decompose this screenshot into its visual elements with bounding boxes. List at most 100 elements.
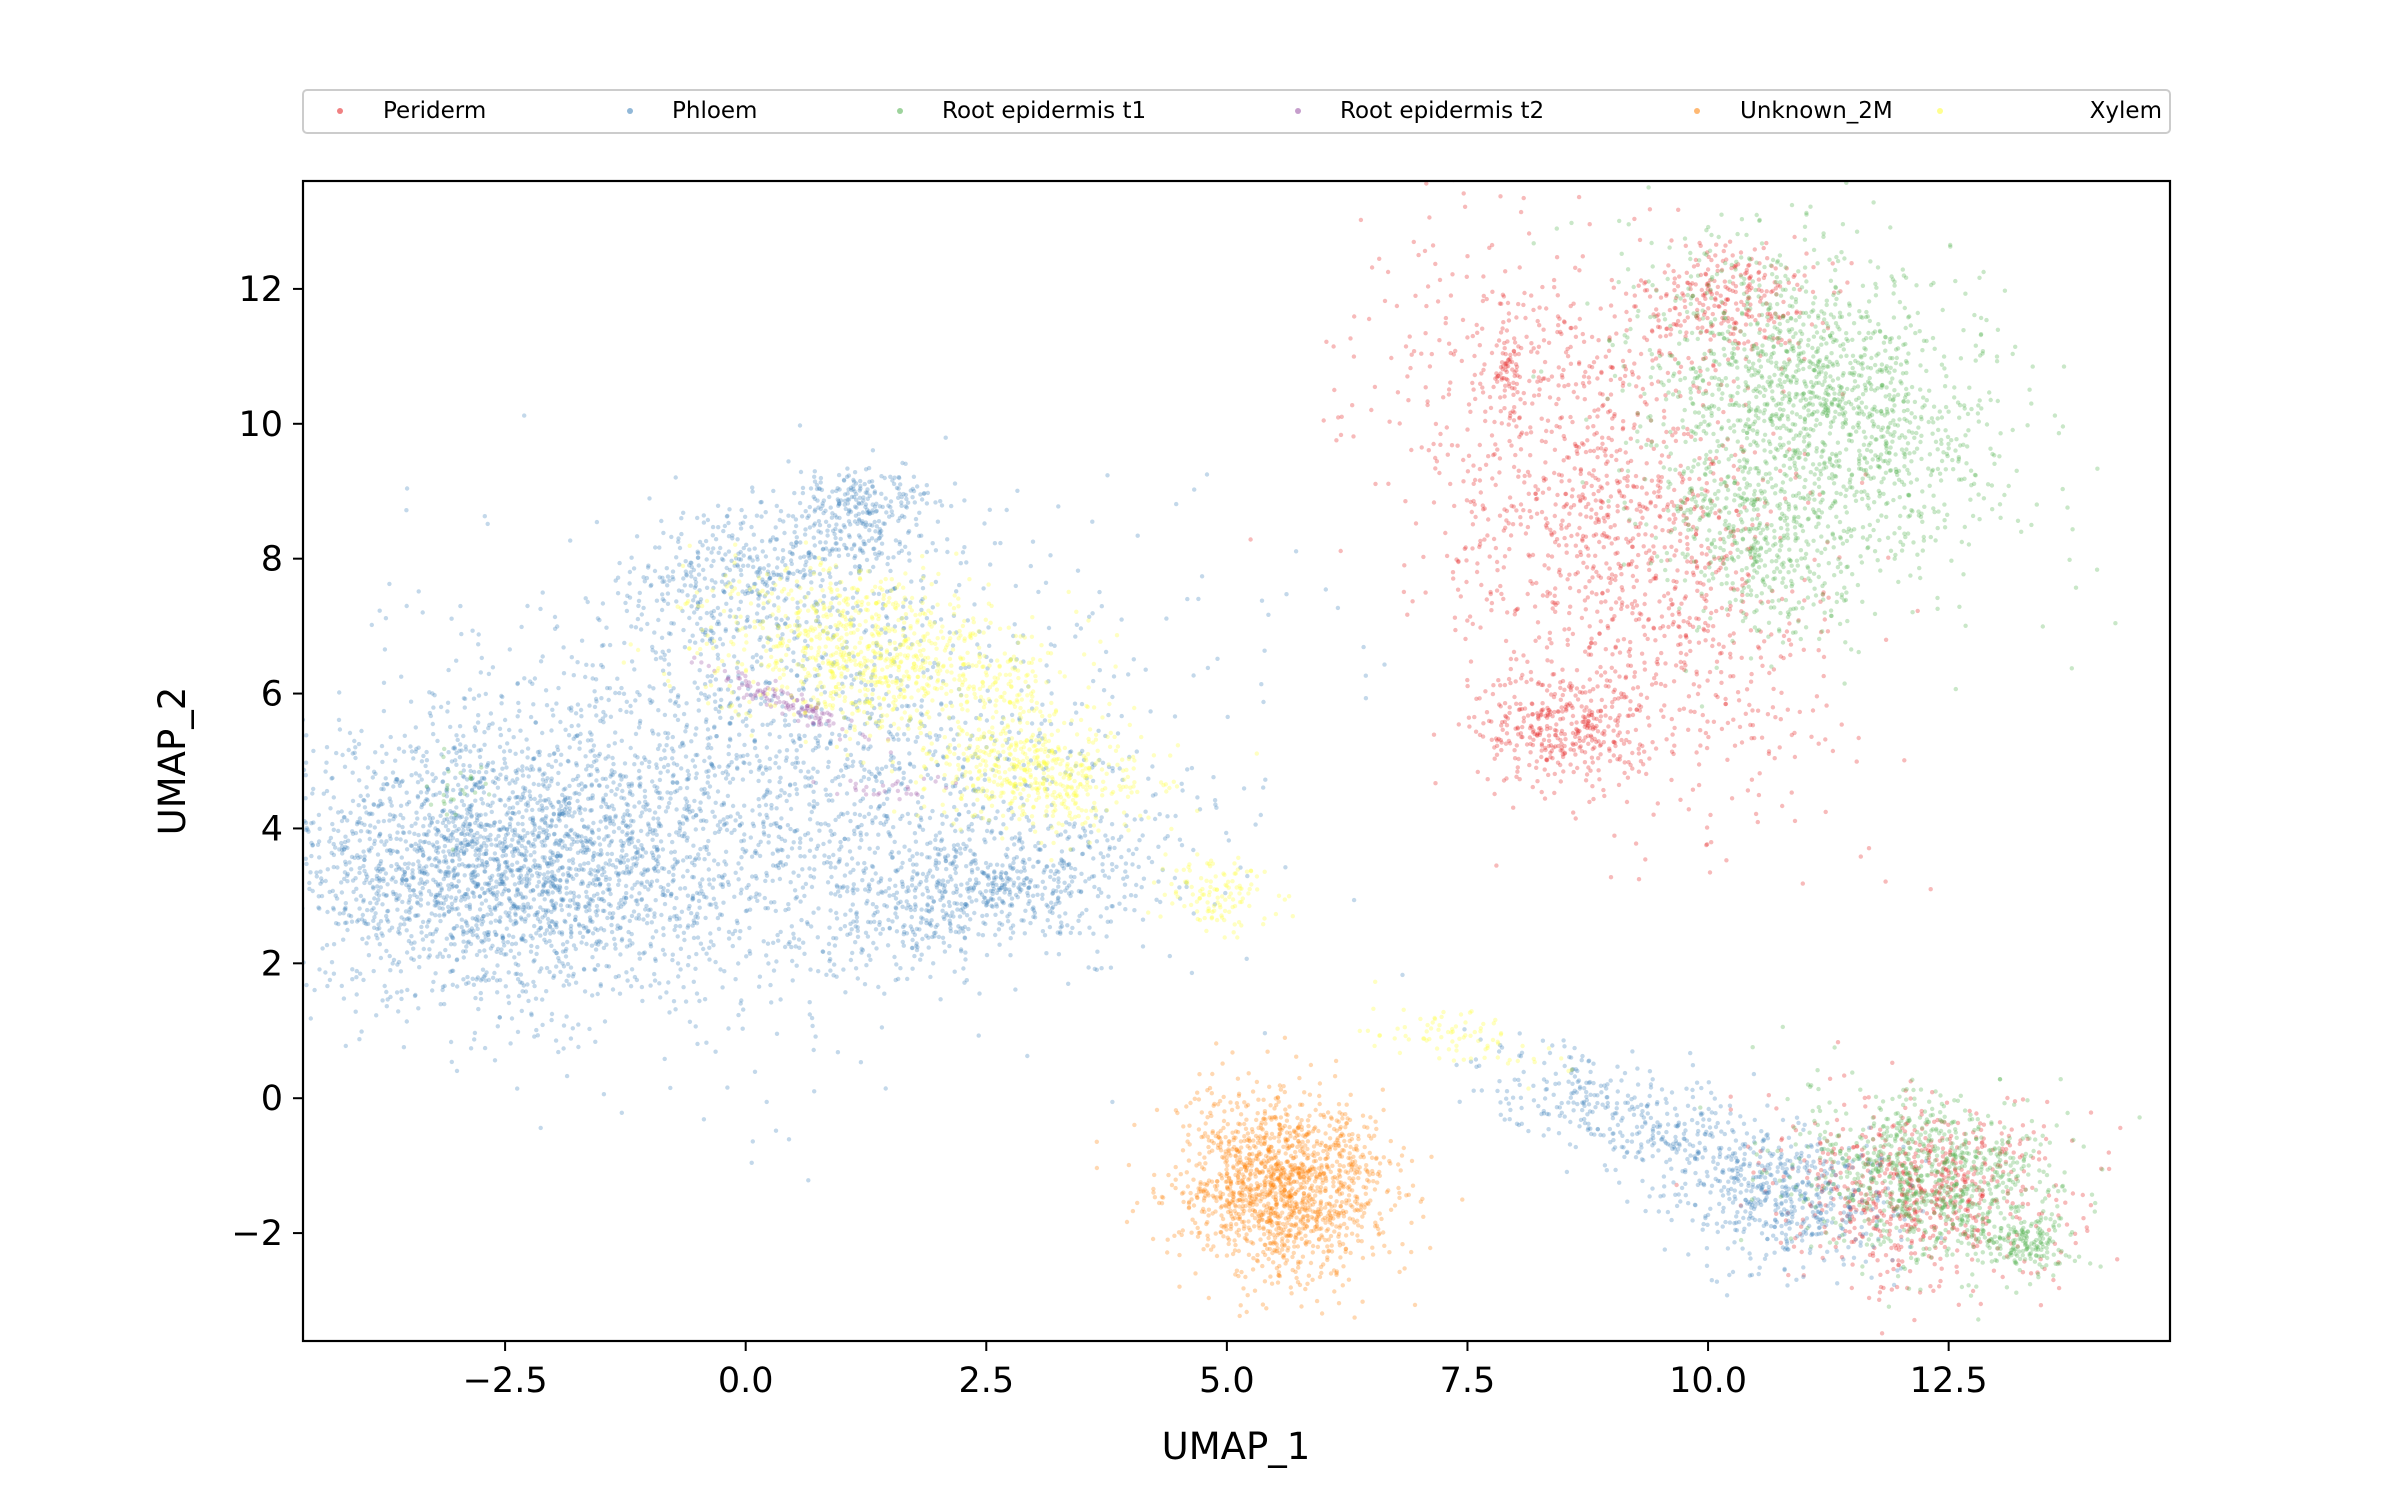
scatter-point: [1606, 348, 1612, 353]
scatter-point: [1852, 1225, 1857, 1231]
scatter-point: [1705, 678, 1710, 683]
scatter-point: [1523, 531, 1529, 536]
scatter-point: [571, 971, 576, 977]
scatter-point: [1479, 371, 1484, 376]
scatter-point: [1719, 680, 1724, 685]
scatter-point: [1680, 480, 1685, 485]
scatter-point: [1595, 516, 1600, 521]
scatter-point: [1433, 421, 1439, 427]
scatter-point: [1792, 818, 1798, 824]
scatter-point: [378, 955, 384, 961]
scatter-point: [376, 834, 382, 839]
scatter-point: [586, 860, 591, 866]
scatter-point: [693, 775, 699, 781]
scatter-point: [769, 1000, 774, 1005]
scatter-point: [1604, 473, 1609, 478]
scatter-point: [535, 1033, 540, 1038]
scatter-point: [1697, 476, 1702, 482]
scatter-point: [1765, 256, 1770, 261]
scatter-point: [421, 824, 426, 829]
scatter-point: [1884, 1167, 1890, 1172]
scatter-point: [390, 848, 396, 854]
scatter-point: [1619, 572, 1624, 577]
scatter-point: [1512, 756, 1518, 761]
scatter-point: [531, 864, 536, 869]
scatter-point: [1502, 406, 1507, 411]
legend-items: Periderm Phloem Root epidermis t1 Root epid…: [337, 98, 2162, 124]
scatter-point: [1705, 315, 1710, 321]
scatter-point: [393, 892, 398, 897]
scatter-point: [437, 790, 442, 795]
scatter-point: [398, 837, 403, 842]
scatter-point: [1733, 452, 1738, 458]
scatter-point: [1690, 281, 1695, 286]
scatter-point: [1691, 682, 1697, 687]
scatter-point: [1902, 758, 1907, 763]
scatter-point: [438, 901, 444, 906]
scatter-point: [1628, 538, 1633, 544]
scatter-point: [1640, 515, 1645, 520]
scatter-point: [658, 884, 663, 890]
scatter-point: [330, 888, 335, 894]
scatter-point: [1704, 745, 1710, 751]
scatter-point: [412, 847, 417, 852]
scatter-point: [1672, 276, 1678, 281]
scatter-point: [556, 842, 562, 848]
scatter-point: [310, 791, 315, 796]
scatter-point: [1605, 625, 1611, 631]
scatter-point: [360, 912, 365, 918]
scatter-point: [1694, 616, 1699, 621]
scatter-point: [323, 970, 328, 975]
scatter-point: [1658, 479, 1663, 484]
scatter-point: [533, 996, 539, 1001]
scatter-point: [540, 997, 545, 1002]
scatter-point: [560, 942, 566, 947]
scatter-point: [601, 890, 606, 895]
scatter-point: [1721, 248, 1727, 254]
scatter-point: [650, 779, 655, 784]
scatter-point: [1524, 679, 1529, 685]
scatter-point: [528, 868, 533, 873]
scatter-point: [470, 916, 475, 921]
scatter-point: [1595, 376, 1600, 381]
scatter-point: [537, 919, 543, 924]
scatter-point: [1512, 405, 1517, 410]
scatter-point: [1419, 351, 1424, 356]
scatter-point: [1632, 304, 1637, 309]
scatter-point: [1678, 393, 1683, 399]
scatter-point: [341, 996, 347, 1001]
scatter-point: [1693, 559, 1698, 564]
scatter-point: [361, 797, 366, 803]
scatter-point: [2115, 1257, 2120, 1262]
scatter-point: [1481, 721, 1486, 726]
scatter-point: [398, 812, 403, 818]
scatter-point: [653, 898, 658, 903]
scatter-point: [391, 784, 396, 789]
scatter-point: [1830, 261, 1835, 266]
scatter-point: [388, 799, 393, 804]
scatter-point: [1599, 600, 1604, 605]
scatter-point: [1527, 554, 1532, 559]
scatter-point: [365, 921, 371, 927]
scatter-point: [1530, 552, 1536, 558]
scatter-point: [1524, 431, 1529, 436]
scatter-point: [1955, 1227, 1960, 1232]
scatter-point: [477, 907, 483, 912]
scatter-point: [541, 884, 546, 889]
scatter-point: [582, 861, 587, 866]
scatter-point: [1612, 833, 1617, 838]
scatter-point: [564, 1014, 569, 1019]
scatter-point: [437, 893, 443, 898]
scatter-point: [312, 987, 317, 993]
scatter-point: [1634, 384, 1639, 389]
scatter-point: [1781, 633, 1787, 639]
scatter-point: [1510, 522, 1516, 527]
scatter-point: [1484, 296, 1489, 302]
scatter-point: [1628, 663, 1634, 668]
scatter-point: [1801, 647, 1807, 652]
scatter-point: [484, 851, 489, 856]
scatter-point: [1526, 231, 1532, 236]
scatter-point: [1437, 470, 1442, 476]
scatter-point: [304, 861, 309, 867]
scatter-point: [600, 908, 606, 913]
